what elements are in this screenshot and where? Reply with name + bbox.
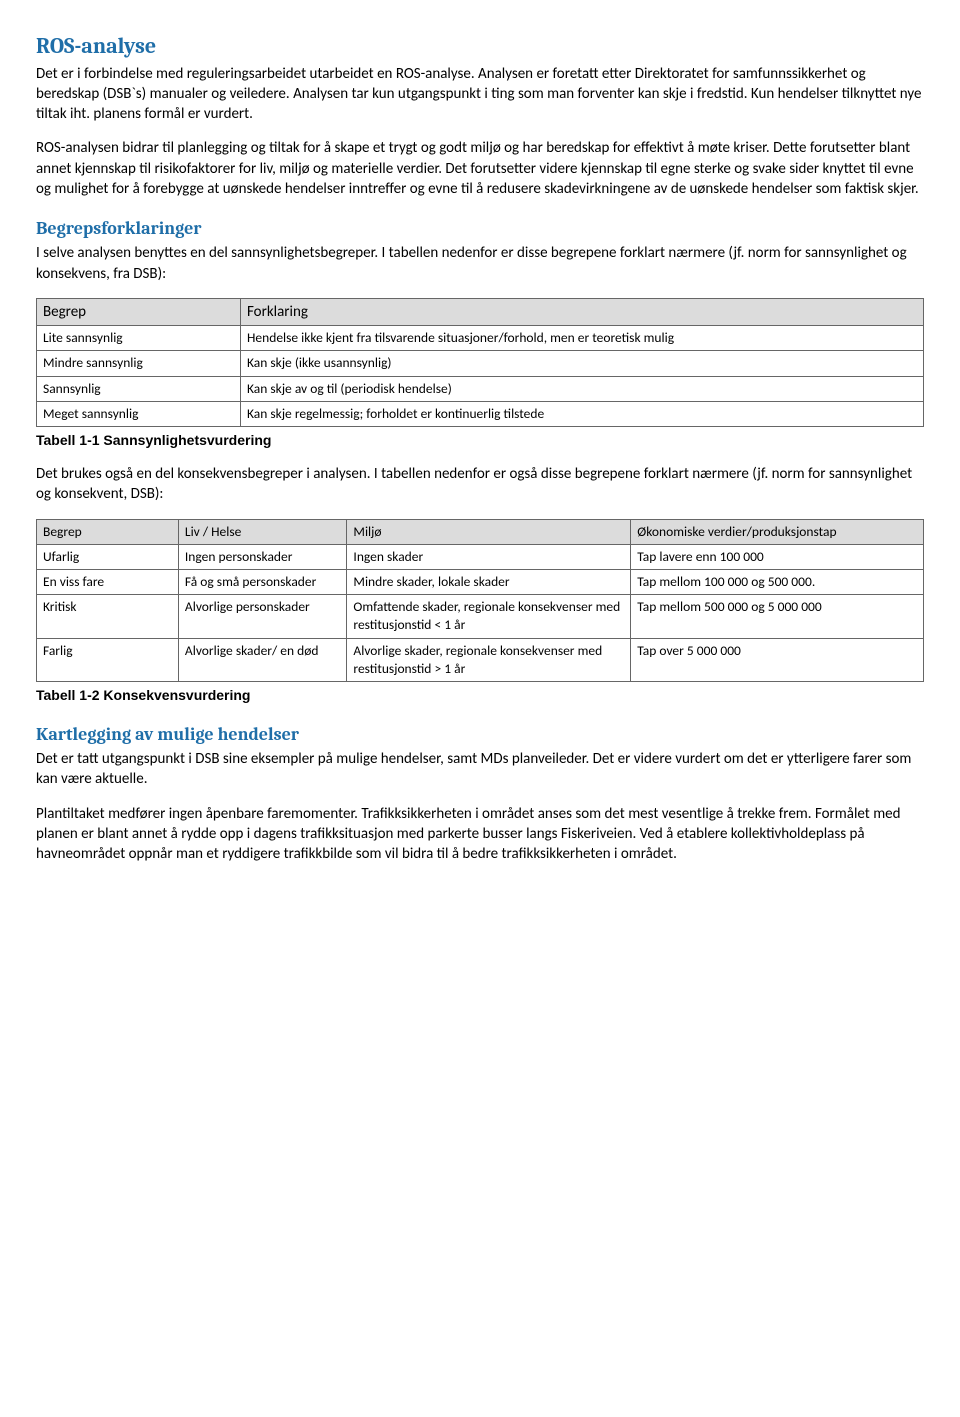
table-row: Lite sannsynlig Hendelse ikke kjent fra …: [37, 326, 924, 351]
table-row: Ufarlig Ingen personskader Ingen skader …: [37, 544, 924, 569]
table-cell: Kan skje av og til (periodisk hendelse): [241, 376, 924, 401]
table-cell: Alvorlige personskader: [178, 595, 347, 638]
paragraph: Plantiltaket medfører ingen åpenbare far…: [36, 804, 924, 865]
table-konsekvens: Begrep Liv / Helse Miljø Økonomiske verd…: [36, 519, 924, 683]
table-cell: Kan skje (ikke usannsynlig): [241, 351, 924, 376]
table-cell: Mindre sannsynlig: [37, 351, 241, 376]
table-cell: Tap lavere enn 100 000: [631, 544, 924, 569]
table-header-row: Begrep Liv / Helse Miljø Økonomiske verd…: [37, 519, 924, 544]
paragraph: I selve analysen benyttes en del sannsyn…: [36, 243, 924, 284]
table-cell: Meget sannsynlig: [37, 401, 241, 426]
table-cell: Alvorlige skader/ en død: [178, 638, 347, 681]
table-row: Sannsynlig Kan skje av og til (periodisk…: [37, 376, 924, 401]
table-cell: Ingen skader: [347, 544, 631, 569]
table-row: En viss fare Få og små personskader Mind…: [37, 569, 924, 594]
heading-kartlegging: Kartlegging av mulige hendelser: [36, 723, 924, 747]
table-row: Farlig Alvorlige skader/ en død Alvorlig…: [37, 638, 924, 681]
table-header-cell: Forklaring: [241, 298, 924, 325]
table-caption: Tabell 1-1 Sannsynlighetsvurdering: [36, 431, 924, 450]
table-header-cell: Begrep: [37, 519, 179, 544]
table-cell: Ufarlig: [37, 544, 179, 569]
table-header-cell: Begrep: [37, 298, 241, 325]
table-row: Mindre sannsynlig Kan skje (ikke usannsy…: [37, 351, 924, 376]
table-cell: Sannsynlig: [37, 376, 241, 401]
table-row: Meget sannsynlig Kan skje regelmessig; f…: [37, 401, 924, 426]
table-cell: Kritisk: [37, 595, 179, 638]
paragraph: Det er tatt utgangspunkt i DSB sine ekse…: [36, 749, 924, 790]
table-cell: Tap over 5 000 000: [631, 638, 924, 681]
table-cell: Lite sannsynlig: [37, 326, 241, 351]
table-header-cell: Miljø: [347, 519, 631, 544]
table-header-cell: Økonomiske verdier/produksjonstap: [631, 519, 924, 544]
heading-begrepsforklaringer: Begrepsforklaringer: [36, 217, 924, 241]
paragraph: Det brukes også en del konsekvensbegrepe…: [36, 464, 924, 505]
table-cell: Hendelse ikke kjent fra tilsvarende situ…: [241, 326, 924, 351]
table-header-cell: Liv / Helse: [178, 519, 347, 544]
table-cell: En viss fare: [37, 569, 179, 594]
table-cell: Tap mellom 100 000 og 500 000.: [631, 569, 924, 594]
table-cell: Alvorlige skader, regionale konsekvenser…: [347, 638, 631, 681]
table-cell: Ingen personskader: [178, 544, 347, 569]
table-cell: Kan skje regelmessig; forholdet er konti…: [241, 401, 924, 426]
table-cell: Farlig: [37, 638, 179, 681]
table-cell: Mindre skader, lokale skader: [347, 569, 631, 594]
table-header-row: Begrep Forklaring: [37, 298, 924, 325]
table-caption: Tabell 1-2 Konsekvensvurdering: [36, 686, 924, 705]
table-cell: Tap mellom 500 000 og 5 000 000: [631, 595, 924, 638]
table-cell: Omfattende skader, regionale konsekvense…: [347, 595, 631, 638]
table-cell: Få og små personskader: [178, 569, 347, 594]
table-sannsynlighet: Begrep Forklaring Lite sannsynlig Hendel…: [36, 298, 924, 427]
paragraph: ROS-analysen bidrar til planlegging og t…: [36, 138, 924, 199]
table-row: Kritisk Alvorlige personskader Omfattend…: [37, 595, 924, 638]
heading-ros-analyse: ROS-analyse: [36, 32, 924, 62]
paragraph: Det er i forbindelse med reguleringsarbe…: [36, 64, 924, 125]
